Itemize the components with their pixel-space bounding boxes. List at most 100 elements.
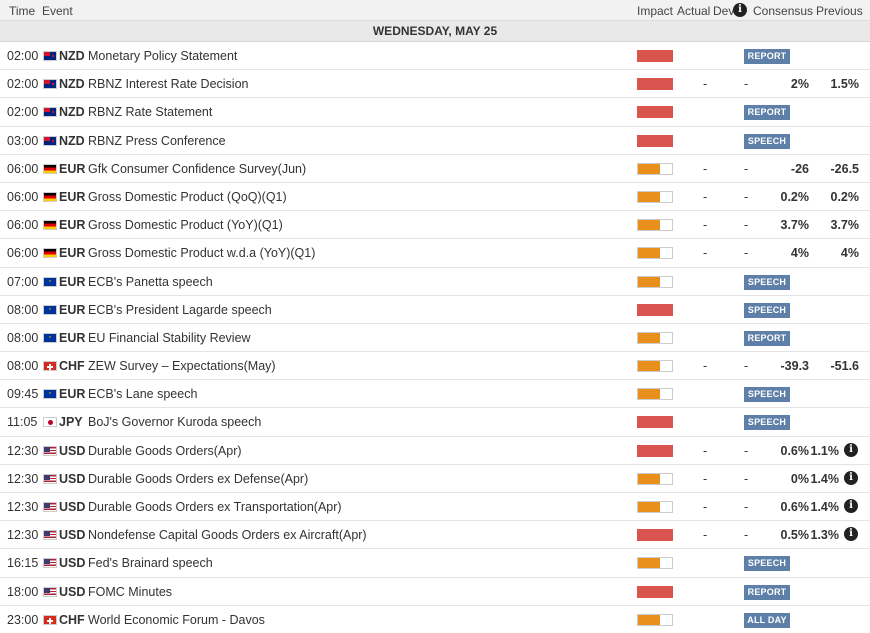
event-name[interactable]: BoJ's Governor Kuroda speech	[88, 415, 262, 430]
info-icon[interactable]: i	[844, 499, 858, 513]
event-name[interactable]: Gross Domestic Product (QoQ)(Q1)	[88, 189, 287, 204]
impact-bar	[637, 78, 673, 91]
event-row[interactable]: 06:00 EUR Gross Domestic Product (QoQ)(Q1)…	[0, 183, 870, 212]
event-time: 16:15	[7, 556, 39, 571]
event-name[interactable]: Nondefense Capital Goods Orders ex Aircr…	[88, 528, 367, 543]
event-currency: JPY	[59, 415, 83, 430]
event-row[interactable]: 18:00 USD FOMC Minutes REPORT	[0, 578, 870, 606]
event-name[interactable]: FOMC Minutes	[88, 584, 173, 599]
event-row[interactable]: 11:05 JPY BoJ's Governor Kuroda speech SPEE…	[0, 408, 870, 437]
event-row[interactable]: 02:00 NZD RBNZ Interest Rate Decision - - 2% 1…	[0, 70, 870, 99]
event-time: 07:00	[7, 274, 39, 289]
event-badge-speech[interactable]: SPEECH	[744, 415, 790, 431]
event-badge-all-day[interactable]: ALL DAY	[744, 612, 790, 628]
event-name[interactable]: ECB's Panetta speech	[88, 274, 213, 289]
event-name[interactable]: World Economic Forum - Davos	[88, 612, 265, 627]
event-row[interactable]: 02:00 NZD RBNZ Rate Statement REPORT	[0, 98, 870, 127]
event-previous: 1.4%	[810, 471, 840, 486]
event-row[interactable]: 12:30 USD Durable Goods Orders ex Transpor…	[0, 493, 870, 522]
event-name[interactable]: Gross Domestic Product w.d.a (YoY)(Q1)	[88, 246, 316, 261]
event-actual: -	[703, 359, 708, 374]
event-time: 23:00	[7, 612, 39, 627]
event-currency: NZD	[59, 105, 85, 120]
event-name[interactable]: Durable Goods Orders(Apr)	[88, 443, 242, 458]
event-row[interactable]: 06:00 EUR Gross Domestic Product w.d.a (Yo…	[0, 239, 870, 268]
nz-flag-icon	[43, 107, 57, 118]
event-time: 12:30	[7, 471, 39, 486]
event-row[interactable]: 16:15 USD Fed's Brainard speech SPEECH	[0, 549, 870, 578]
info-icon[interactable]: i	[844, 470, 858, 485]
header-event: Event	[42, 4, 73, 18]
event-actual: -	[703, 189, 708, 204]
impact-bar	[637, 416, 673, 429]
event-badge-speech[interactable]: SPEECH	[744, 387, 790, 403]
event-badge-report[interactable]: REPORT	[744, 105, 790, 121]
impact-bar	[637, 50, 673, 62]
event-badge-report[interactable]: REPORT	[744, 584, 790, 600]
event-row[interactable]: 12:30 USD Durable Goods Orders(Apr) - - 0.6% 1…	[0, 437, 870, 465]
info-icon[interactable]: i	[733, 3, 747, 17]
event-name[interactable]: ECB's Lane speech	[88, 387, 198, 402]
event-name[interactable]: RBNZ Press Conference	[88, 133, 226, 148]
header-time: Time	[9, 4, 36, 18]
event-row[interactable]: 02:00 NZD Monetary Policy Statement REPORT	[0, 42, 870, 71]
impact-bar	[637, 106, 673, 119]
eu-flag-icon	[43, 329, 57, 343]
event-badge-report[interactable]: REPORT	[744, 330, 790, 346]
event-row[interactable]: 06:00 EUR Gfk Consumer Confidence Survey(J…	[0, 155, 870, 183]
impact-fill	[638, 361, 661, 372]
event-name[interactable]: Durable Goods Orders ex Transportation(A…	[88, 500, 342, 514]
event-name[interactable]: EU Financial Stability Review	[88, 330, 251, 345]
event-name[interactable]: ECB's President Lagarde speech	[88, 302, 272, 317]
event-name[interactable]: RBNZ Interest Rate Decision	[88, 77, 249, 92]
header-dev: Dev	[713, 4, 735, 18]
event-name[interactable]: ZEW Survey – Expectations(May)	[88, 359, 276, 374]
event-badge-speech[interactable]: SPEECH	[744, 302, 790, 318]
event-deviation: -	[744, 359, 749, 374]
event-actual: -	[703, 218, 708, 233]
impact-bar	[637, 388, 673, 401]
us-flag-icon	[43, 445, 57, 456]
event-currency: EUR	[59, 274, 86, 289]
event-time: 11:05	[7, 415, 38, 430]
event-currency: EUR	[59, 246, 86, 261]
impact-fill	[638, 191, 661, 202]
us-flag-icon	[43, 473, 57, 484]
event-previous: 1.3%	[810, 528, 840, 543]
event-name[interactable]: Gfk Consumer Confidence Survey(Jun)	[88, 161, 307, 176]
event-name[interactable]: Fed's Brainard speech	[88, 556, 213, 571]
event-badge-report[interactable]: REPORT	[744, 49, 790, 64]
event-row[interactable]: 23:00 CHF World Economic Forum - Davos ALL …	[0, 606, 870, 633]
event-time: 06:00	[7, 246, 39, 261]
event-badge-speech[interactable]: SPEECH	[744, 274, 790, 290]
event-badge-speech[interactable]: SPEECH	[744, 556, 790, 572]
event-currency: EUR	[59, 189, 86, 204]
event-row[interactable]: 12:30 USD Nondefense Capital Goods Orders …	[0, 521, 870, 550]
info-icon[interactable]: i	[844, 442, 858, 457]
event-name[interactable]: RBNZ Rate Statement	[88, 105, 213, 120]
event-time: 06:00	[7, 218, 39, 233]
event-name[interactable]: Gross Domestic Product (YoY)(Q1)	[88, 218, 283, 233]
event-actual: -	[703, 528, 708, 543]
event-row[interactable]: 12:30 USD Durable Goods Orders ex Defense(…	[0, 465, 870, 493]
nz-flag-icon	[43, 135, 57, 146]
event-deviation: -	[744, 443, 749, 458]
event-name[interactable]: Durable Goods Orders ex Defense(Apr)	[88, 471, 309, 486]
impact-bar	[637, 360, 673, 373]
event-name[interactable]: Monetary Policy Statement	[88, 49, 238, 63]
event-row[interactable]: 06:00 EUR Gross Domestic Product (YoY)(Q1)…	[0, 211, 870, 240]
info-icon[interactable]: i	[844, 527, 858, 542]
event-previous: -26.5	[830, 161, 860, 176]
event-time: 08:00	[7, 359, 39, 374]
event-deviation: -	[744, 500, 749, 514]
event-badge-speech[interactable]: SPEECH	[744, 133, 790, 149]
impact-bar	[637, 557, 673, 570]
event-currency: EUR	[59, 387, 86, 402]
event-previous: 0.2%	[830, 189, 860, 204]
event-row[interactable]: 08:00 CHF ZEW Survey – Expectations(May) - -…	[0, 352, 870, 381]
event-row[interactable]: 03:00 NZD RBNZ Press Conference SPEECH	[0, 127, 870, 155]
